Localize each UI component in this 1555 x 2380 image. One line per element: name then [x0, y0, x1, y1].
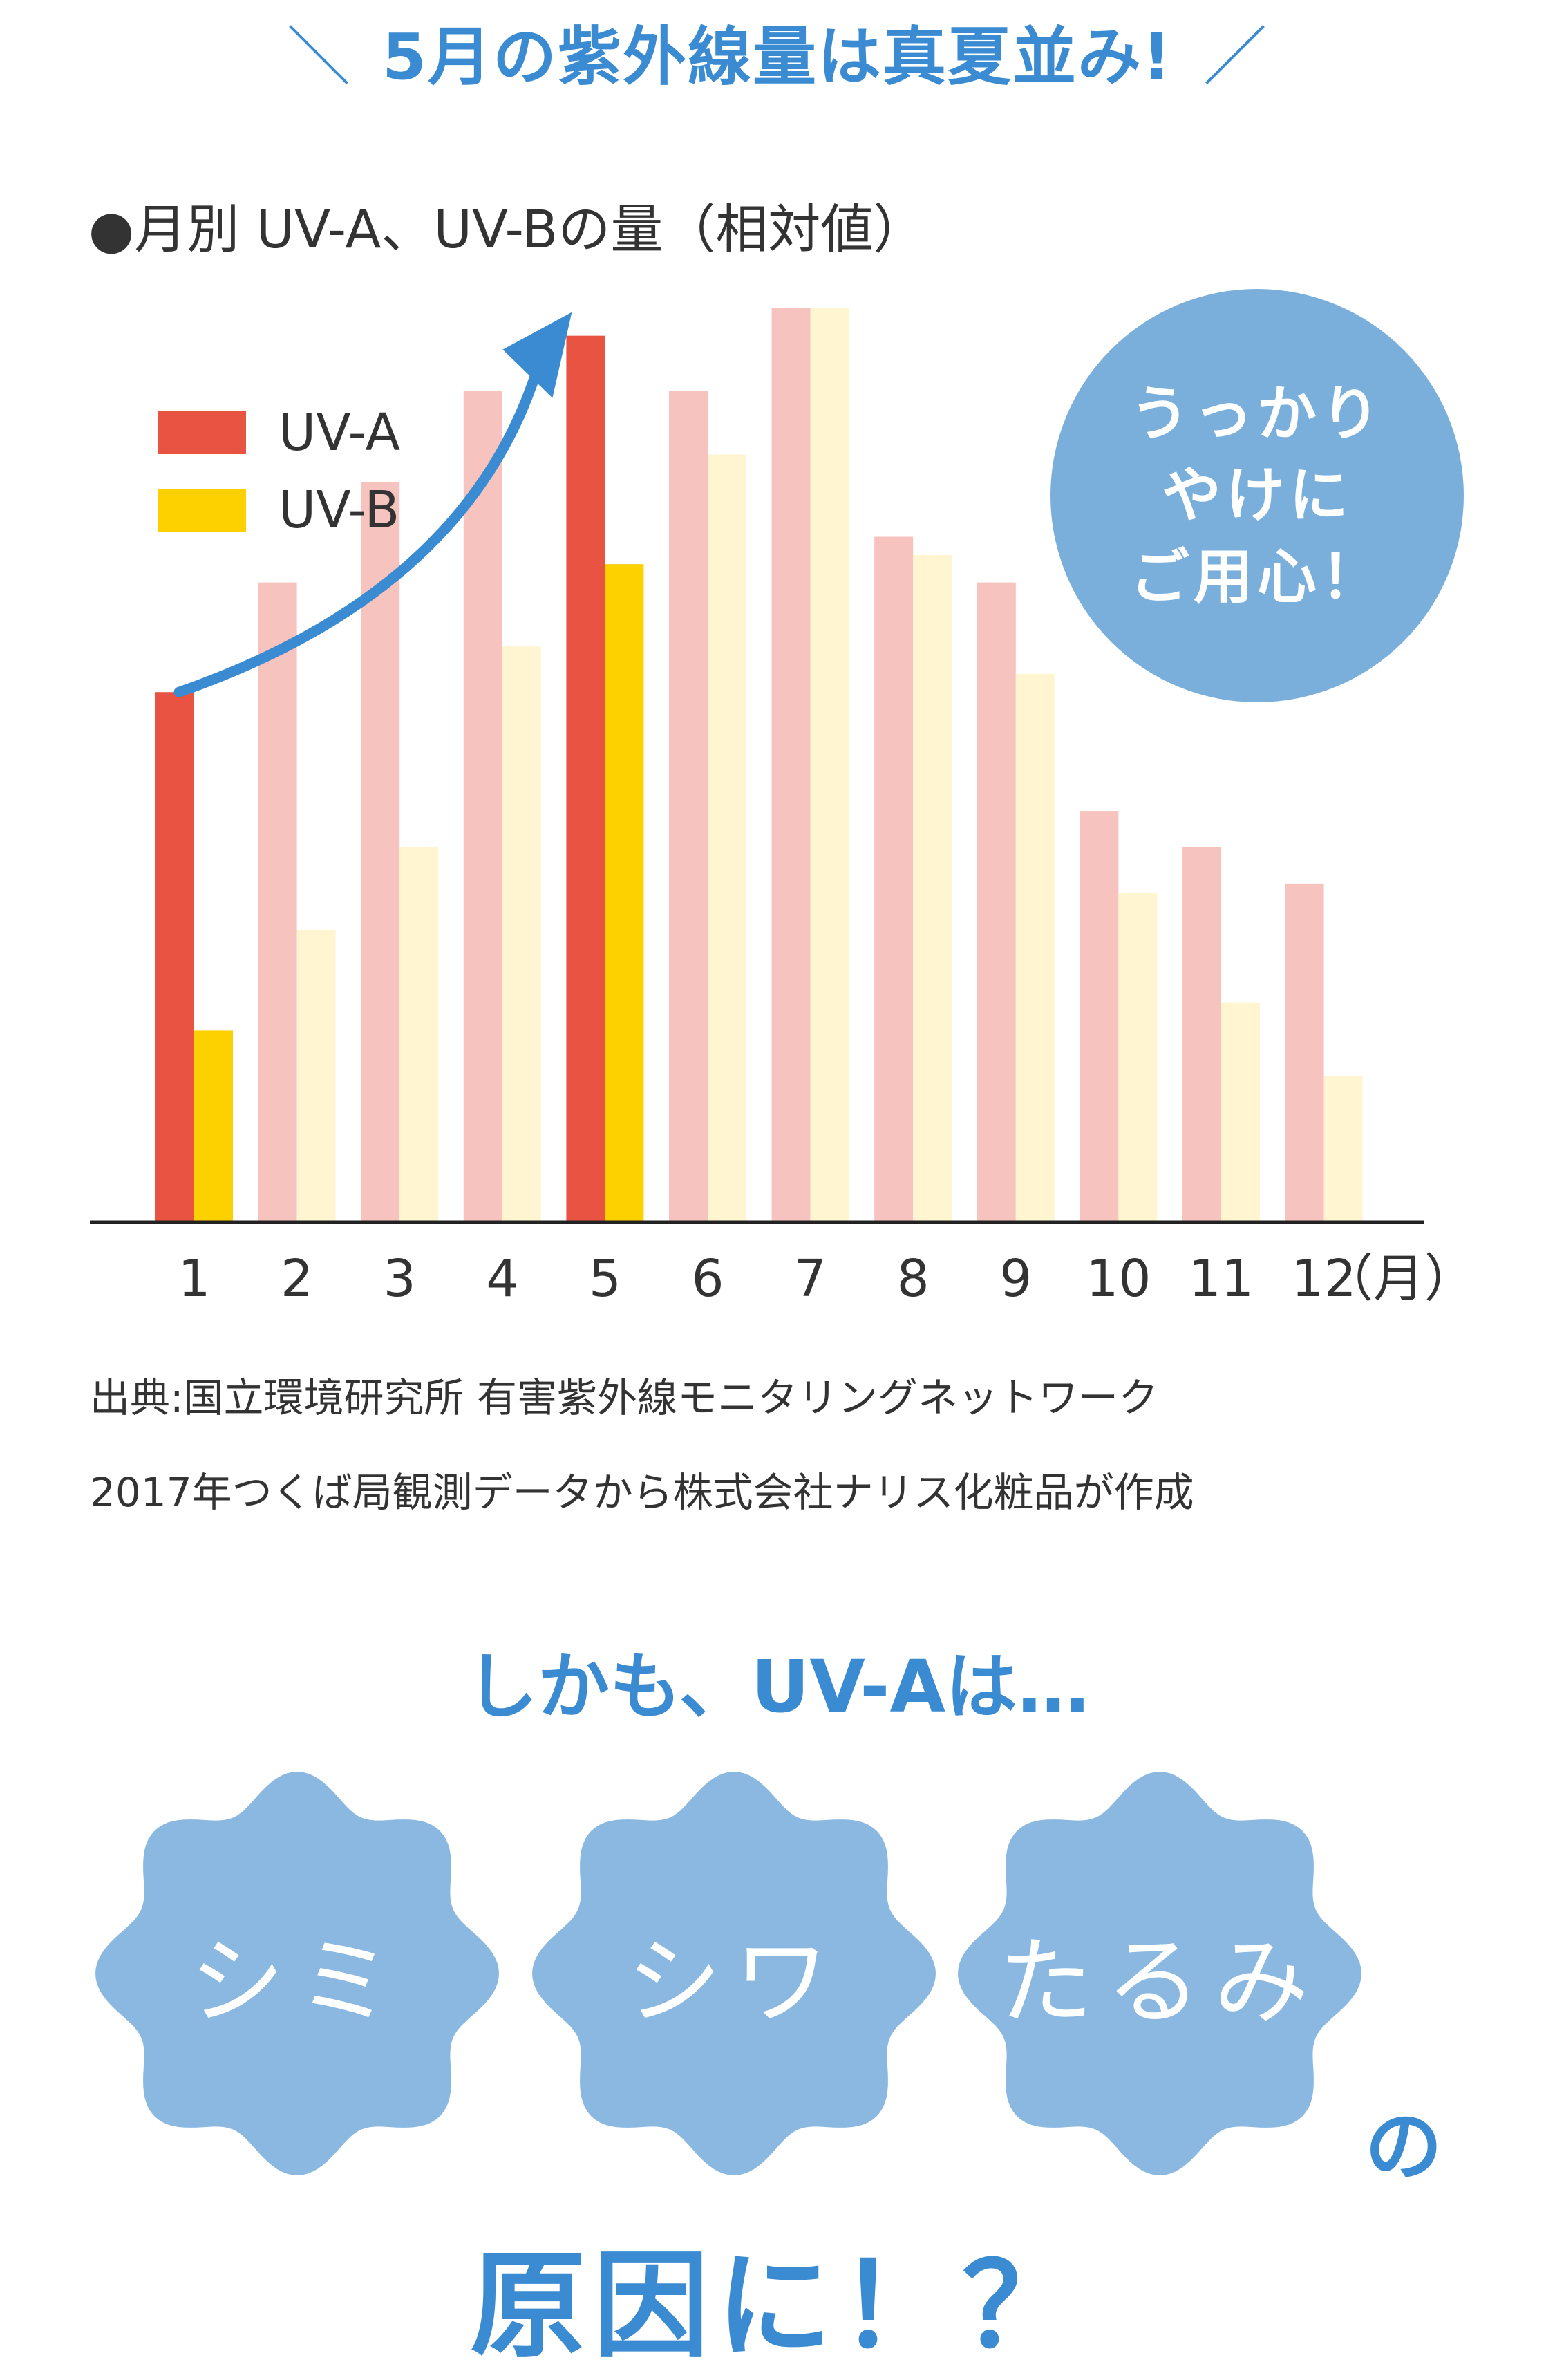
scalloped-badge-fill [532, 1772, 936, 2175]
warning-badge-line: やけに [1162, 461, 1353, 530]
warning-badge-line: ご用心！ [1130, 543, 1384, 612]
bar-uvb-month-9 [1015, 673, 1055, 1222]
bar-uvb-month-8 [913, 554, 952, 1222]
headline: ＼ 5月の紫外線量は真夏並み! ／ [0, 6, 1555, 97]
cause-label: たるみ [997, 1927, 1321, 2038]
chart-title: ●月別 UV-A、UV-Bの量（相対値） [88, 198, 926, 260]
scalloped-badge-fill [95, 1772, 499, 2175]
x-tick-label: 6 [691, 1249, 724, 1309]
x-tick-label: 1 [178, 1249, 210, 1309]
scalloped-badge-shape [532, 1772, 936, 2175]
bar-uva-month-9 [977, 582, 1016, 1222]
conclusion: 原因に！？ [470, 2238, 1085, 2374]
sub-heading: しかも、UV-Aは… [466, 1645, 1089, 1729]
bar-uva-month-6 [669, 390, 708, 1222]
bar-uva-month-5 [566, 335, 605, 1222]
x-tick-label: 12 [1292, 1249, 1357, 1309]
bar-uvb-month-10 [1118, 893, 1158, 1222]
legend-swatch-uvb [158, 489, 246, 532]
bar-uva-month-3 [361, 482, 400, 1223]
connector-particle: の [1365, 2102, 1442, 2192]
bar-uvb-month-1 [194, 1030, 233, 1222]
x-axis-unit: （月） [1322, 1249, 1476, 1309]
x-tick-label: 3 [384, 1249, 416, 1309]
bar-uva-month-7 [771, 308, 811, 1222]
x-tick-label: 2 [281, 1249, 313, 1309]
bar-uvb-month-2 [296, 929, 336, 1222]
bar-uva-month-4 [463, 390, 502, 1222]
legend-label: UV-A [279, 403, 401, 462]
source-line-2: 2017年つくば局観測データから株式会社ナリス化粧品が作成 [90, 1469, 1194, 1516]
x-tick-label: 10 [1086, 1249, 1151, 1309]
bar-uva-month-12 [1285, 883, 1324, 1222]
bar-uva-month-2 [258, 582, 297, 1222]
x-tick-label: 8 [897, 1249, 930, 1309]
scalloped-badge-shape [95, 1772, 499, 2175]
bar-uva-month-10 [1080, 811, 1119, 1222]
bar-uvb-month-4 [502, 646, 541, 1222]
headline-slash-right: ／ [1203, 20, 1268, 94]
cause-badge-sagging: たるみ [952, 1766, 1367, 2181]
bar-uvb-month-11 [1221, 1002, 1260, 1222]
bar-uvb-month-6 [708, 454, 746, 1222]
x-tick-label: 5 [589, 1249, 621, 1309]
x-tick-label: 9 [999, 1249, 1032, 1309]
bar-uva-month-11 [1182, 847, 1221, 1222]
cause-badge-wrinkles: シワ [527, 1766, 941, 2181]
trend-arrow-head [502, 312, 572, 398]
uv-bar-chart: 1 2 3 4 5 6 7 8 9 10 11 12（月）UV-AUV-B [90, 308, 1476, 1309]
warning-badge-line: うっかり [1130, 380, 1384, 449]
cause-badge-spots: シミ [90, 1766, 505, 2181]
bar-uva-month-8 [874, 536, 914, 1222]
source-line-1: 出典:国立環境研究所 有害紫外線モニタリングネットワーク [90, 1374, 1158, 1421]
x-tick-label: 4 [486, 1249, 518, 1309]
cause-label: シミ [189, 1927, 405, 2038]
legend-label: UV-B [279, 480, 399, 540]
bar-uvb-month-5 [605, 564, 644, 1222]
scalloped-badge-shape [958, 1772, 1361, 2175]
cause-label: シワ [625, 1927, 842, 2038]
bar-uva-month-1 [156, 692, 194, 1222]
x-tick-label: 11 [1189, 1249, 1254, 1309]
warning-badge: うっかり やけに ご用心！ [1050, 289, 1464, 702]
trend-arrow-line [173, 350, 547, 697]
x-tick-label: 7 [794, 1249, 827, 1309]
bar-uvb-month-3 [399, 847, 439, 1222]
headline-text: 5月の紫外線量は真夏並み! [382, 20, 1173, 94]
scalloped-badge-fill [958, 1772, 1361, 2175]
bar-uvb-month-7 [810, 308, 849, 1222]
legend-swatch-uva [158, 411, 246, 454]
headline-slash-left: ＼ [286, 20, 352, 94]
bar-uvb-month-12 [1323, 1076, 1363, 1222]
